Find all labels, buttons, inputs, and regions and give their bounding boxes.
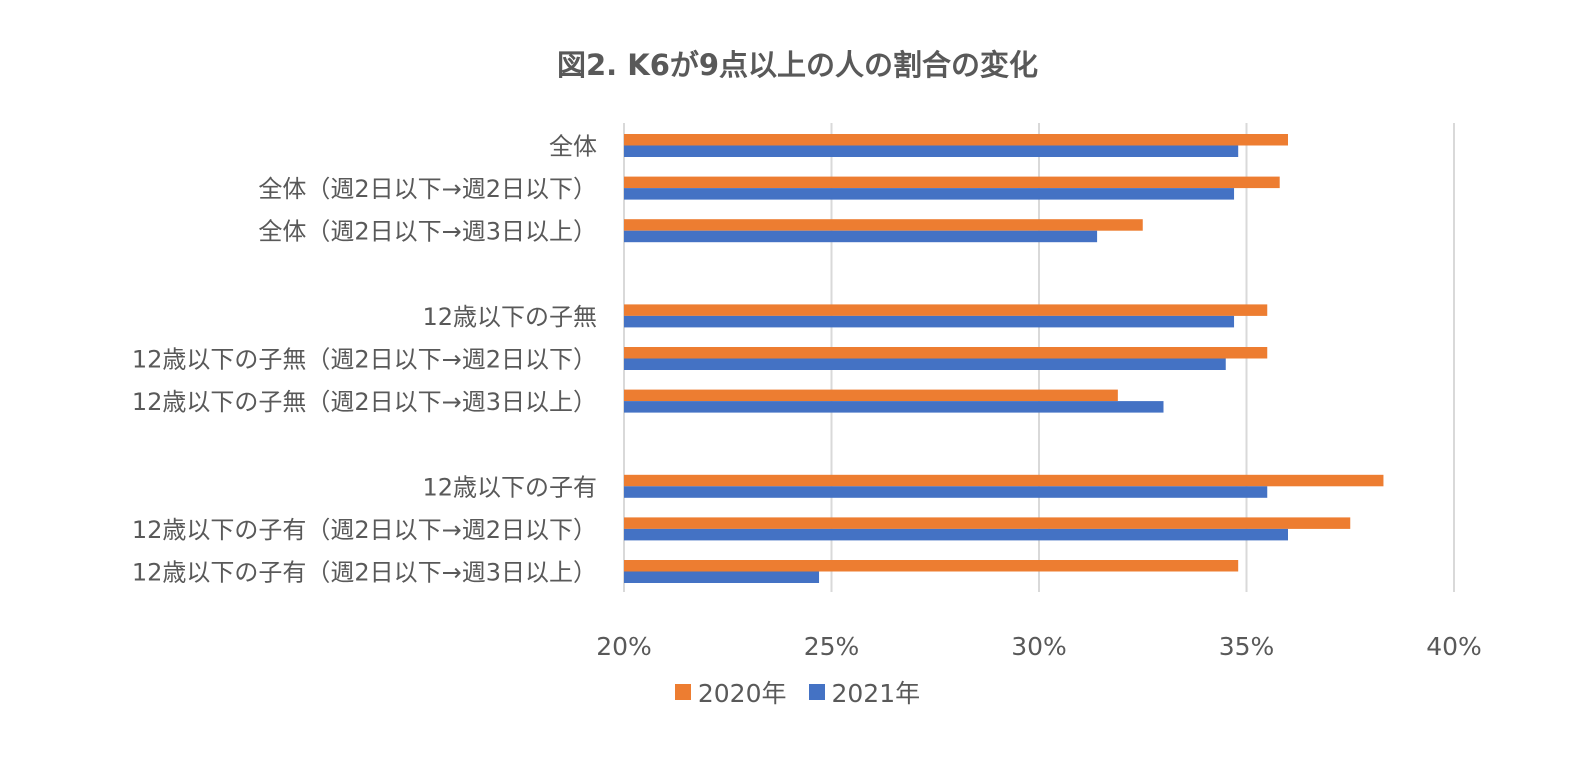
bar-2021-4 [624,315,1235,328]
legend-item-2020: 2020年 [674,674,787,710]
legend-label-2021: 2021年 [831,679,921,708]
bar-2021-0 [624,145,1239,157]
bar-2020-6 [624,389,1118,402]
bar-2021-8 [624,486,1268,498]
category-label-2: 全体（週2日以下→週3日以上） [258,218,597,246]
x-tick-label-4: 40% [1426,632,1482,661]
category-label-10: 12歳以下の子有（週2日以下→週3日以上） [132,559,597,587]
legend-label-2020: 2020年 [697,679,787,708]
bar-2021-1 [624,188,1235,200]
bar-2020-2 [624,219,1143,231]
legend-item-2021: 2021年 [808,674,921,710]
legend: 2020年 2021年 [0,674,1595,710]
bar-2020-1 [624,176,1280,189]
category-label-1: 全体（週2日以下→週2日以下） [258,175,597,203]
bar-2020-0 [624,134,1288,146]
x-tick-label-3: 35% [1219,632,1275,661]
bar-2020-5 [624,347,1268,359]
category-label-8: 12歳以下の子有 [422,473,597,501]
bar-2021-6 [624,401,1164,413]
category-label-4: 12歳以下の子無 [422,303,597,331]
bar-2020-9 [624,517,1351,529]
bar-2020-10 [624,560,1239,572]
bar-2021-10 [624,571,820,583]
x-tick-label-2: 30% [1011,632,1067,661]
bar-2020-8 [624,474,1384,487]
category-label-6: 12歳以下の子無（週2日以下→週3日以上） [132,388,597,416]
legend-swatch-2020 [674,684,691,700]
x-tick-label-1: 25% [804,632,860,661]
category-label-0: 全体 [549,133,597,161]
bars [624,134,1384,583]
x-tick-label-0: 20% [596,632,652,661]
bar-2021-5 [624,358,1226,370]
x-tick-labels: 20% 25% 30% 35% 40% [596,632,1482,661]
bar-2020-4 [624,304,1268,316]
category-label-9: 12歳以下の子有（週2日以下→週2日以下） [132,516,597,544]
legend-swatch-2021 [808,684,825,700]
bar-2021-9 [624,528,1288,541]
category-label-5: 12歳以下の子無（週2日以下→週2日以下） [132,346,597,374]
bar-2021-2 [624,230,1098,243]
chart-title: 図2. K6が9点以上の人の割合の変化 [556,48,1039,82]
